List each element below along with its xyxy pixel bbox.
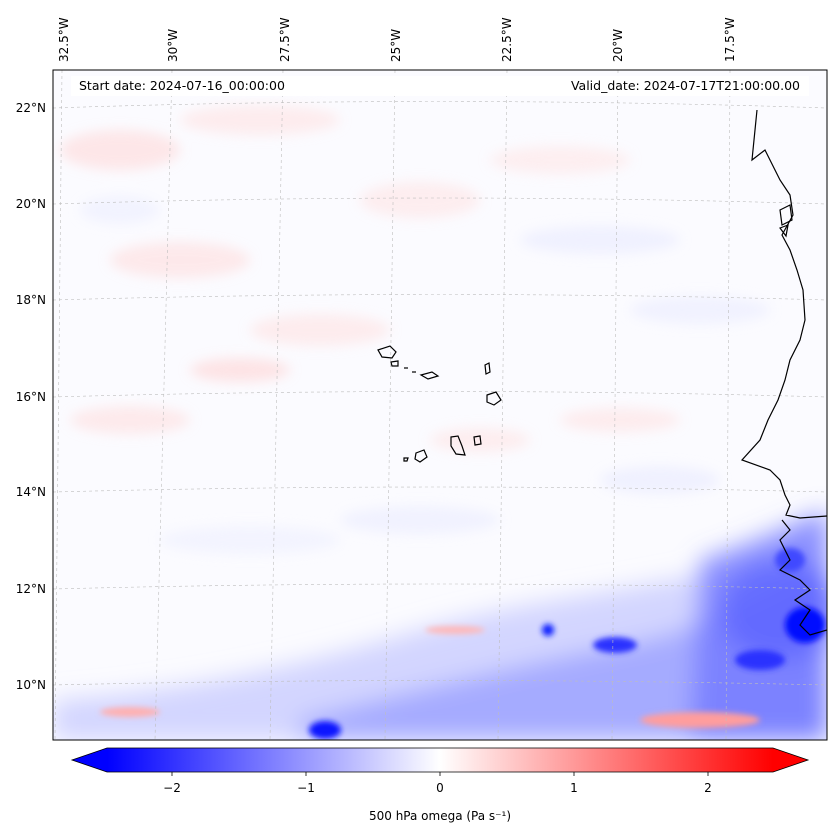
colorbar-extend-max: [773, 748, 808, 772]
lon-label: 20°W: [611, 29, 625, 62]
colorbar-tick-label: 2: [704, 781, 712, 795]
colorbar-body: [107, 748, 773, 772]
colorbar-tick-label: 0: [436, 781, 444, 795]
colorbar-tick-label: 1: [570, 781, 578, 795]
cape-verde-islands: [377, 345, 502, 463]
map-frame: [52, 69, 828, 741]
lon-label: 17.5°W: [723, 17, 737, 62]
omega-field-weak: [60, 105, 770, 554]
colorbar: −2 −1 0 1 2 500 hPa omega (Pa s⁻¹): [70, 747, 810, 823]
lon-label: 27.5°W: [278, 17, 292, 62]
lon-label: 30°W: [166, 29, 180, 62]
start-date-text: Start date: 2024-07-16_00:00:00: [79, 78, 285, 93]
omega-field-cores: [100, 548, 825, 739]
colorbar-ticks: [171, 772, 709, 776]
colorbar-tick-label: −1: [297, 781, 315, 795]
lat-label: 20°N: [16, 197, 46, 211]
map-panel: Start date: 2024-07-16_00:00:00 Valid_da…: [53, 70, 827, 740]
african-coastline: [740, 109, 827, 636]
lat-label: 22°N: [16, 101, 46, 115]
lat-label: 18°N: [16, 293, 46, 307]
colorbar-label: 500 hPa omega (Pa s⁻¹): [369, 809, 511, 823]
lat-label: 14°N: [16, 485, 46, 499]
lat-label: 12°N: [16, 582, 46, 596]
lon-label: 25°W: [389, 29, 403, 62]
graticule: [53, 70, 827, 740]
colorbar-outline: [70, 747, 810, 773]
colorbar-extend-min: [72, 748, 107, 772]
longitude-labels: 32.5°W 30°W 27.5°W 25°W 22.5°W 20°W 17.5…: [57, 17, 737, 62]
lon-label: 32.5°W: [57, 17, 71, 62]
lat-label: 10°N: [16, 678, 46, 692]
latitude-labels: 22°N 20°N 18°N 16°N 14°N 12°N 10°N: [16, 101, 46, 692]
lon-label: 22.5°W: [500, 17, 514, 62]
valid-date-text: Valid_date: 2024-07-17T21:00:00.00: [571, 78, 800, 93]
header-strip: [71, 76, 809, 96]
lat-label: 16°N: [16, 390, 46, 404]
colorbar-tick-label: −2: [163, 781, 181, 795]
